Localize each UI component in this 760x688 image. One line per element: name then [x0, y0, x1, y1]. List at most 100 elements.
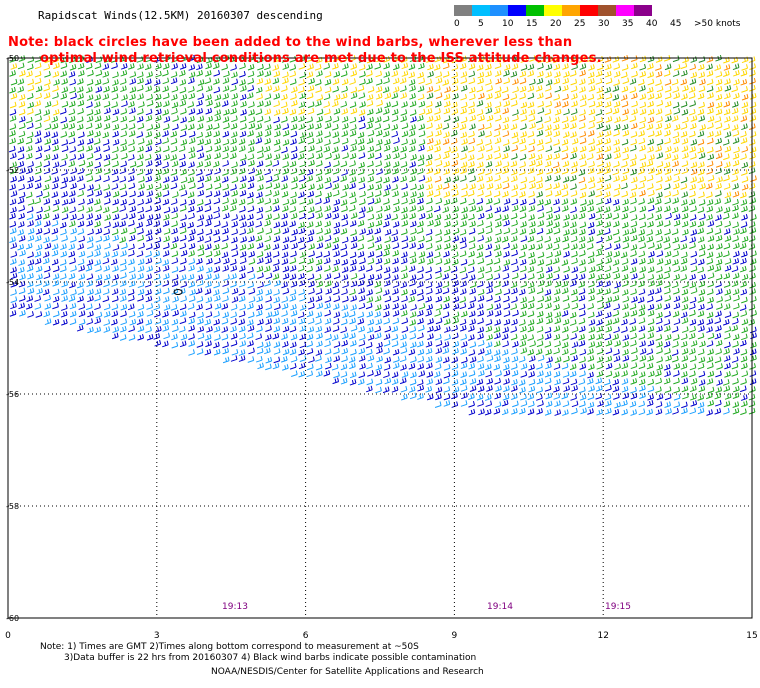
wind-barb: [349, 78, 356, 85]
wind-barb: [468, 161, 475, 168]
wind-barb: [689, 309, 696, 317]
wind-barb: [638, 229, 646, 236]
wind-barb: [324, 71, 332, 78]
wind-barb: [716, 243, 723, 250]
wind-barb: [357, 251, 365, 258]
wind-barb: [70, 182, 77, 190]
wind-barb: [112, 130, 119, 138]
wind-barb: [614, 116, 621, 124]
wind-barb: [255, 123, 263, 130]
wind-barb: [477, 77, 484, 85]
wind-barb: [689, 363, 697, 371]
wind-barb: [365, 348, 373, 356]
wind-barb: [595, 274, 603, 281]
wind-barb: [682, 152, 689, 160]
wind-barb: [27, 259, 35, 266]
wind-barb: [545, 63, 553, 71]
wind-barb: [706, 356, 714, 363]
wind-barb: [391, 130, 399, 138]
wind-barb: [613, 161, 620, 168]
wind-barb: [401, 206, 408, 214]
wind-barb: [289, 273, 297, 281]
wind-barb: [656, 341, 663, 348]
wind-barb: [630, 234, 638, 242]
wind-barb: [681, 138, 689, 145]
wind-barb: [621, 318, 628, 326]
wind-barb: [486, 145, 493, 152]
wind-barb: [698, 115, 706, 122]
wind-barb: [468, 408, 476, 416]
wind-barb: [27, 101, 35, 109]
wind-barb: [732, 137, 740, 144]
wind-barb: [247, 302, 254, 310]
wind-barb: [536, 227, 544, 235]
wind-barb: [418, 257, 425, 265]
legend-swatch: [634, 5, 652, 16]
wind-barb: [350, 235, 358, 243]
wind-barb: [528, 251, 535, 259]
wind-barb: [333, 160, 340, 168]
wind-barb: [707, 332, 715, 340]
wind-barb: [375, 379, 383, 386]
wind-barb: [257, 197, 264, 205]
wind-barb: [587, 303, 595, 310]
wind-barb: [69, 78, 77, 86]
wind-barb: [299, 182, 306, 190]
wind-barb: [485, 363, 492, 371]
wind-barb: [239, 272, 246, 280]
wind-barb: [26, 265, 34, 272]
wind-barb: [222, 130, 230, 138]
wind-barb: [68, 160, 76, 168]
wind-barb: [393, 137, 400, 145]
wind-barb: [316, 183, 324, 191]
wind-barb: [212, 289, 220, 296]
wind-barb: [10, 280, 18, 288]
wind-barb: [137, 334, 144, 341]
wind-barb: [307, 123, 314, 131]
wind-barb: [629, 86, 637, 94]
wind-barb: [715, 152, 723, 160]
wind-barb: [418, 175, 426, 182]
wind-barb: [452, 93, 459, 100]
wind-barb: [477, 220, 484, 227]
wind-barb: [595, 310, 603, 318]
wind-barb: [605, 77, 613, 85]
wind-barb: [112, 265, 119, 272]
wind-barb: [562, 326, 569, 333]
wind-barb: [93, 138, 101, 145]
wind-barb: [698, 370, 706, 378]
wind-barb: [248, 296, 256, 304]
wind-barb: [112, 326, 120, 333]
wind-barb: [127, 303, 135, 311]
wind-barb: [554, 85, 562, 93]
wind-barb: [690, 385, 697, 393]
wind-barb: [59, 259, 67, 266]
wind-barb: [145, 229, 153, 236]
wind-barb: [306, 198, 314, 206]
wind-barb: [298, 101, 306, 109]
wind-barb: [231, 236, 238, 244]
wind-barb: [213, 348, 221, 356]
wind-barb: [358, 161, 365, 169]
wind-barb: [341, 288, 348, 296]
wind-barb: [723, 174, 730, 182]
wind-barb: [162, 325, 170, 332]
wind-barb: [545, 137, 552, 145]
wind-barb: [256, 77, 264, 85]
wind-barb: [230, 340, 238, 347]
wind-barb: [503, 64, 511, 71]
wind-barb: [486, 85, 493, 92]
wind-barb: [715, 325, 722, 332]
wind-barb: [527, 310, 535, 318]
wind-barb: [307, 326, 315, 333]
wind-barb: [501, 349, 509, 356]
wind-barb: [707, 386, 715, 394]
wind-barb: [163, 235, 170, 243]
wind-barb: [630, 220, 638, 228]
wind-barb: [673, 64, 681, 71]
wind-barb: [690, 258, 698, 266]
wind-barb: [570, 228, 578, 236]
wind-barb: [350, 86, 358, 94]
wind-barb: [639, 348, 647, 355]
wind-barb: [205, 311, 213, 318]
